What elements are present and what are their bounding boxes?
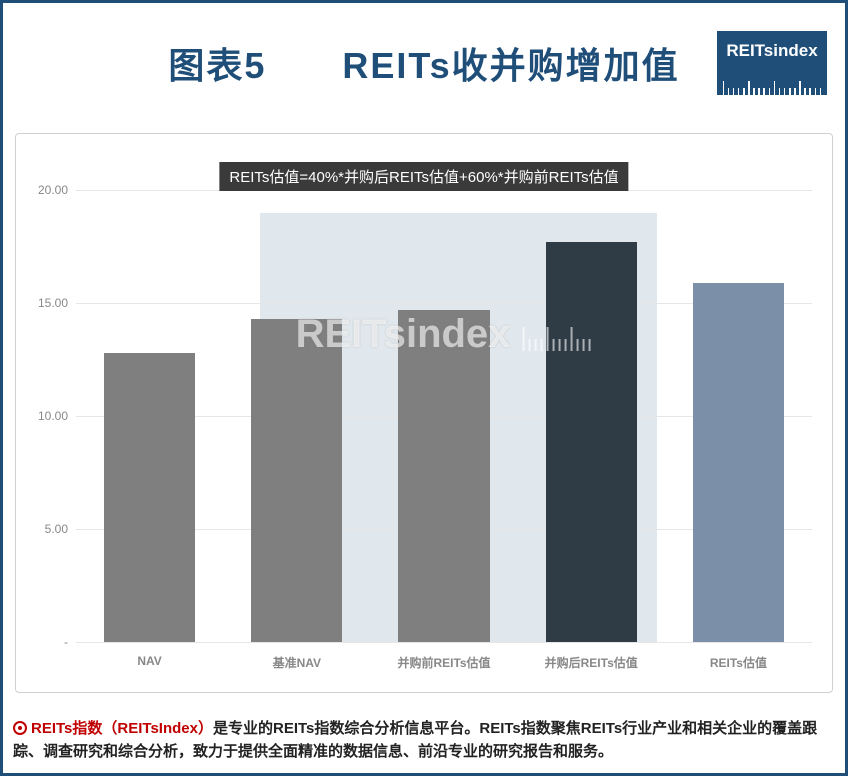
brand-logo-text: REITsindex: [726, 41, 817, 61]
x-axis-label: 基准NAV: [273, 654, 321, 671]
page-title: 图表5 REITs收并购增加值: [168, 37, 679, 89]
bar-slot: REITs估值: [665, 190, 812, 642]
x-axis-label: 并购后REITs估值: [545, 654, 638, 671]
logo-ruler-icon: [717, 77, 827, 95]
bar-slot: 基准NAV: [223, 190, 370, 642]
y-axis-label: -: [64, 635, 68, 649]
bar: [546, 242, 637, 642]
bars-group: NAV基准NAV并购前REITs估值并购后REITs估值REITs估值: [76, 190, 812, 642]
x-axis-label: REITs估值: [710, 654, 767, 671]
bar-slot: 并购前REITs估值: [370, 190, 517, 642]
header: 图表5 REITs收并购增加值 REITsindex: [3, 3, 845, 123]
bar-slot: NAV: [76, 190, 223, 642]
bar-slot: 并购后REITs估值: [518, 190, 665, 642]
plot-area: -5.0010.0015.0020.00 NAV基准NAV并购前REITs估值并…: [76, 190, 812, 642]
x-axis-label: 并购前REITs估值: [397, 654, 490, 671]
footer-note: REITs指数（REITsIndex）是专业的REITs指数综合分析信息平台。R…: [3, 711, 845, 774]
y-axis-label: 20.00: [38, 183, 68, 197]
bullet-icon: [13, 721, 27, 735]
formula-banner: REITs估值=40%*并购后REITs估值+60%*并购前REITs估值: [219, 162, 628, 191]
chart-panel: REITs估值=40%*并购后REITs估值+60%*并购前REITs估值 - 5…: [15, 133, 833, 693]
bar: [398, 310, 489, 642]
bar: [251, 319, 342, 642]
bar: [104, 353, 195, 642]
y-axis-label: 5.00: [45, 522, 68, 536]
footer-prefix: REITs指数（REITsIndex）: [31, 720, 213, 737]
x-axis-label: NAV: [137, 654, 161, 668]
y-axis-label: 10.00: [38, 409, 68, 423]
gridline: [76, 642, 812, 643]
brand-logo: REITsindex: [717, 31, 827, 95]
bar: [693, 283, 784, 642]
y-axis-label: 15.00: [38, 296, 68, 310]
figure-container: 图表5 REITs收并购增加值 REITsindex REITs估值=40%*并…: [0, 0, 848, 776]
